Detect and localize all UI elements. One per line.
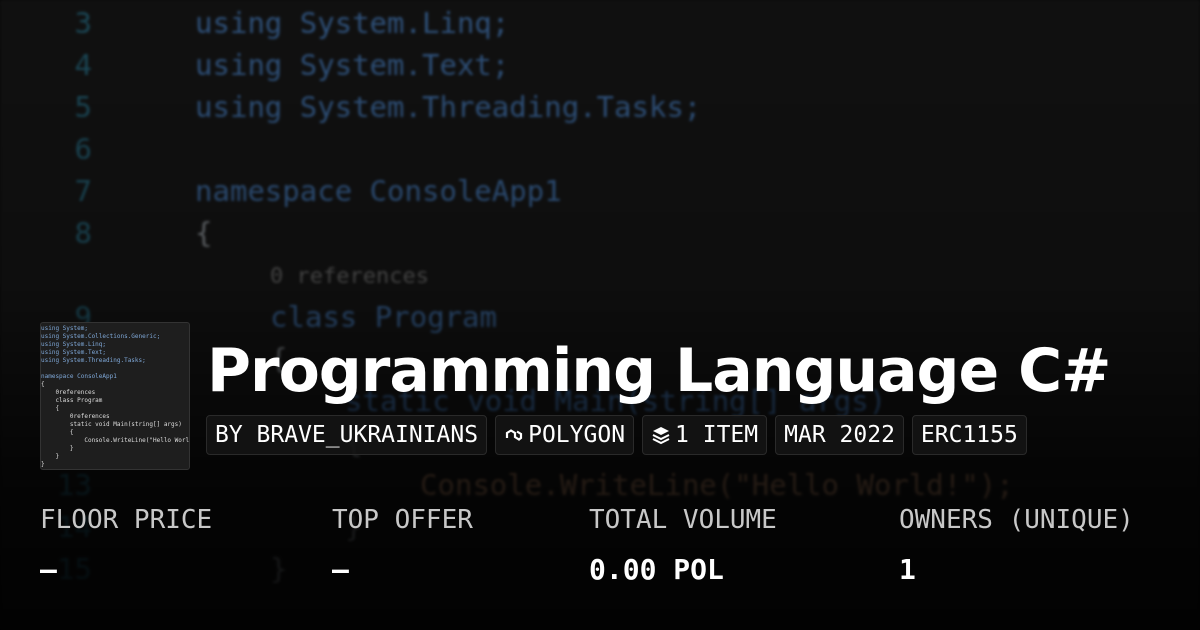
thumbnail-code-line: using System.Threading.Tasks; <box>41 357 146 364</box>
collection-thumbnail: using System; using System.Collections.Ge… <box>40 322 190 470</box>
thumbnail-code-line: } <box>41 445 74 452</box>
polygon-icon <box>506 429 523 441</box>
thumbnail-code-line: static void Main(string[] args) <box>41 421 182 428</box>
stat-floor-price: FLOOR PRICE – <box>40 505 212 586</box>
thumbnail-code-line: 0references <box>41 389 96 396</box>
collection-title: Programming Language C# <box>207 336 1111 406</box>
items-label: 1 ITEM <box>675 422 759 448</box>
stat-top-offer: TOP OFFER – <box>332 505 473 586</box>
creator-chip: BY BRAVE_UKRAINIANS <box>206 415 488 455</box>
stat-value: – <box>332 553 349 586</box>
stat-value: – <box>40 553 57 586</box>
stat-owners: OWNERS (UNIQUE) 1 <box>899 505 1134 586</box>
stat-label: FLOOR PRICE <box>40 505 213 535</box>
thumbnail-code-line: using System; <box>41 325 88 332</box>
creator-label: BY BRAVE_UKRAINIANS <box>215 422 479 448</box>
thumbnail-code-line: 0references <box>41 413 110 420</box>
thumbnail-code-line: class Program <box>41 397 103 404</box>
layers-icon <box>652 427 670 445</box>
stat-value: 0.00 POL <box>589 553 724 586</box>
date-chip: MAR 2022 <box>775 415 904 455</box>
date-label: MAR 2022 <box>784 422 895 448</box>
stat-value: 1 <box>899 553 916 586</box>
thumbnail-code-line: { <box>41 405 60 412</box>
thumbnail-code-line <box>41 365 189 373</box>
thumbnail-code-line: } <box>41 453 60 460</box>
thumbnail-code-line: using System.Linq; <box>41 341 107 348</box>
standard-chip: ERC1155 <box>911 415 1027 455</box>
thumbnail-code-line: using System.Collections.Generic; <box>41 333 161 340</box>
standard-label: ERC1155 <box>920 422 1018 448</box>
collection-meta-chips: BY BRAVE_UKRAINIANS POLYGON 1 ITEM MAR 2… <box>206 415 1027 455</box>
stat-label: OWNERS (UNIQUE) <box>899 505 1134 535</box>
chain-label: POLYGON <box>528 422 626 448</box>
thumbnail-code-line: { <box>41 381 45 388</box>
stat-total-volume: TOTAL VOLUME 0.00 POL <box>589 505 777 586</box>
thumbnail-code-line: Console.WriteLine("Hello World!"); <box>84 437 189 444</box>
thumbnail-code-line: namespace ConsoleApp1 <box>41 373 117 380</box>
thumbnail-code-line: { <box>41 429 74 436</box>
items-chip: 1 ITEM <box>642 415 768 455</box>
stat-label: TOTAL VOLUME <box>589 505 777 535</box>
stat-label: TOP OFFER <box>332 505 473 535</box>
thumbnail-code-line: using System.Text; <box>41 349 107 356</box>
thumbnail-code-line: } <box>41 461 45 468</box>
chain-chip: POLYGON <box>495 415 635 455</box>
